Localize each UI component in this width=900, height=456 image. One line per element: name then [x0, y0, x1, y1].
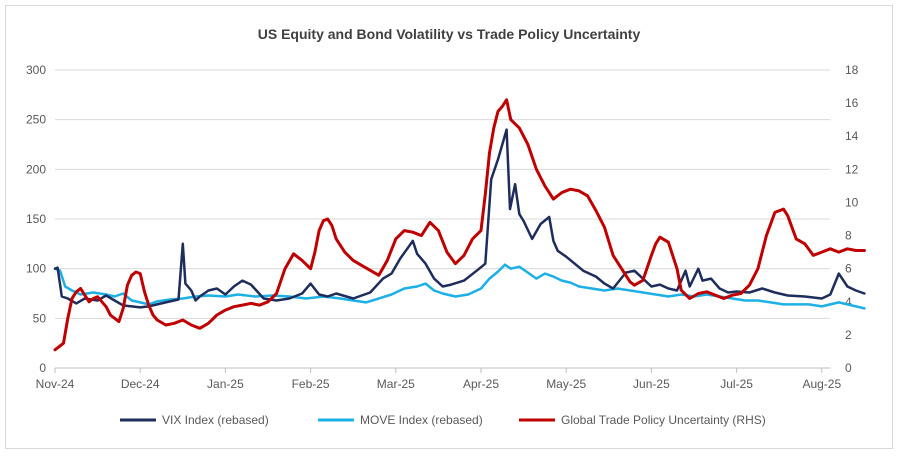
x-tick-label: Dec-24: [121, 377, 160, 391]
y-axis-right: 0 2 4 6 8 10 12 14 16 18: [845, 63, 859, 375]
y-left-tick-label: 200: [26, 162, 46, 176]
y-right-tick-label: 2: [845, 328, 852, 342]
series-line-trade-policy-uncertainty: [53, 98, 866, 352]
series-line-vix: [53, 128, 866, 309]
y-right-tick-label: 0: [845, 361, 852, 375]
y-axis-left: 0 50 100 150 200 250 300: [26, 63, 46, 375]
y-right-tick-label: 16: [845, 96, 859, 110]
legend: VIX Index (rebased) MOVE Index (rebased) G…: [120, 413, 766, 427]
legend-label: VIX Index (rebased): [162, 413, 269, 427]
y-left-tick-label: 0: [39, 361, 46, 375]
x-tick-label: Apr-25: [463, 377, 499, 391]
x-tick-label: May-25: [546, 377, 586, 391]
y-left-tick-label: 50: [33, 311, 47, 325]
x-tick-label: Jun-25: [633, 377, 670, 391]
y-right-tick-label: 8: [845, 229, 852, 243]
y-right-tick-label: 18: [845, 63, 859, 77]
y-right-tick-label: 12: [845, 162, 859, 176]
x-tick-label: Feb-25: [292, 377, 330, 391]
y-right-tick-label: 14: [845, 129, 859, 143]
x-tick-label: Jan-25: [207, 377, 244, 391]
x-tick-label: Mar-25: [377, 377, 415, 391]
chart-frame: US Equity and Bond Volatility vs Trade P…: [5, 5, 893, 449]
y-right-tick-label: 10: [845, 195, 859, 209]
x-tick-label: Nov-24: [36, 377, 75, 391]
x-tick-label: Jul-25: [720, 377, 753, 391]
y-right-tick-label: 6: [845, 262, 852, 276]
y-right-tick-label: 4: [845, 295, 852, 309]
series-line-move: [53, 263, 866, 310]
legend-label: MOVE Index (rebased): [360, 413, 483, 427]
legend-label: Global Trade Policy Uncertainty (RHS): [561, 413, 766, 427]
gridlines: [55, 69, 830, 319]
x-tick-label: Aug-25: [802, 377, 841, 391]
y-left-tick-label: 150: [26, 212, 46, 226]
y-left-tick-label: 300: [26, 63, 46, 77]
y-left-tick-label: 100: [26, 262, 46, 276]
chart-title: US Equity and Bond Volatility vs Trade P…: [257, 26, 641, 42]
x-axis: Nov-24 Dec-24 Jan-25 Feb-25 Mar-25 Apr-25 May-…: [36, 367, 841, 391]
y-left-tick-label: 250: [26, 113, 46, 127]
series-lines: [53, 98, 866, 352]
